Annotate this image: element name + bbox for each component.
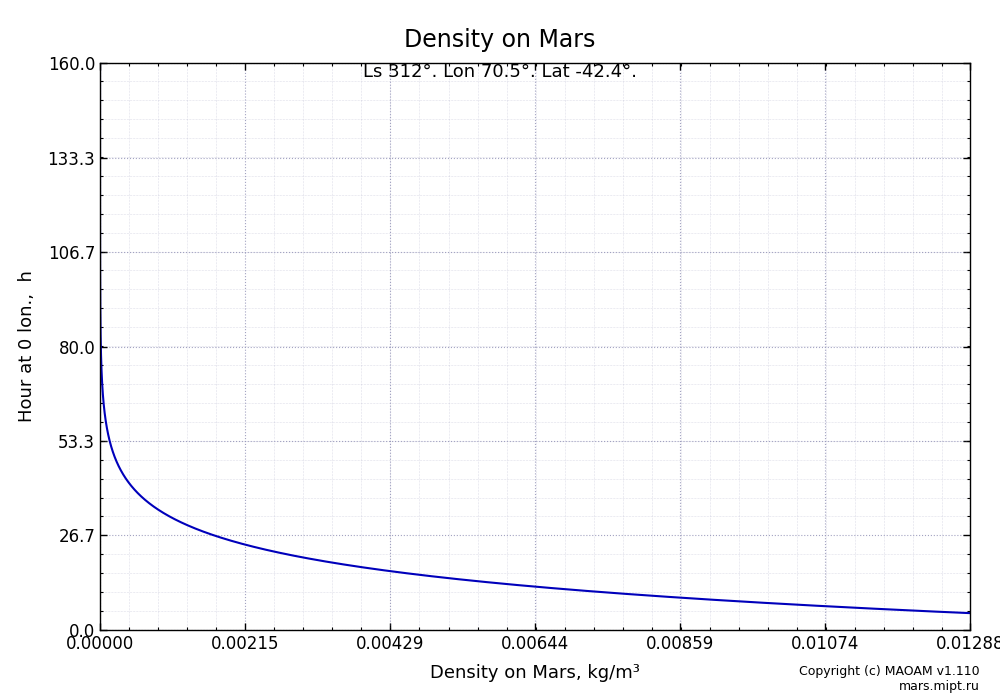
Text: Copyright (c) MAOAM v1.110
mars.mipt.ru: Copyright (c) MAOAM v1.110 mars.mipt.ru <box>799 665 980 693</box>
Text: Density on Mars: Density on Mars <box>404 28 596 52</box>
Text: Ls 312°. Lon 70.5°. Lat -42.4°.: Ls 312°. Lon 70.5°. Lat -42.4°. <box>363 63 637 81</box>
X-axis label: Density on Mars, kg/m³: Density on Mars, kg/m³ <box>430 664 640 682</box>
Y-axis label: Hour at 0 lon.,  h: Hour at 0 lon., h <box>18 271 36 422</box>
